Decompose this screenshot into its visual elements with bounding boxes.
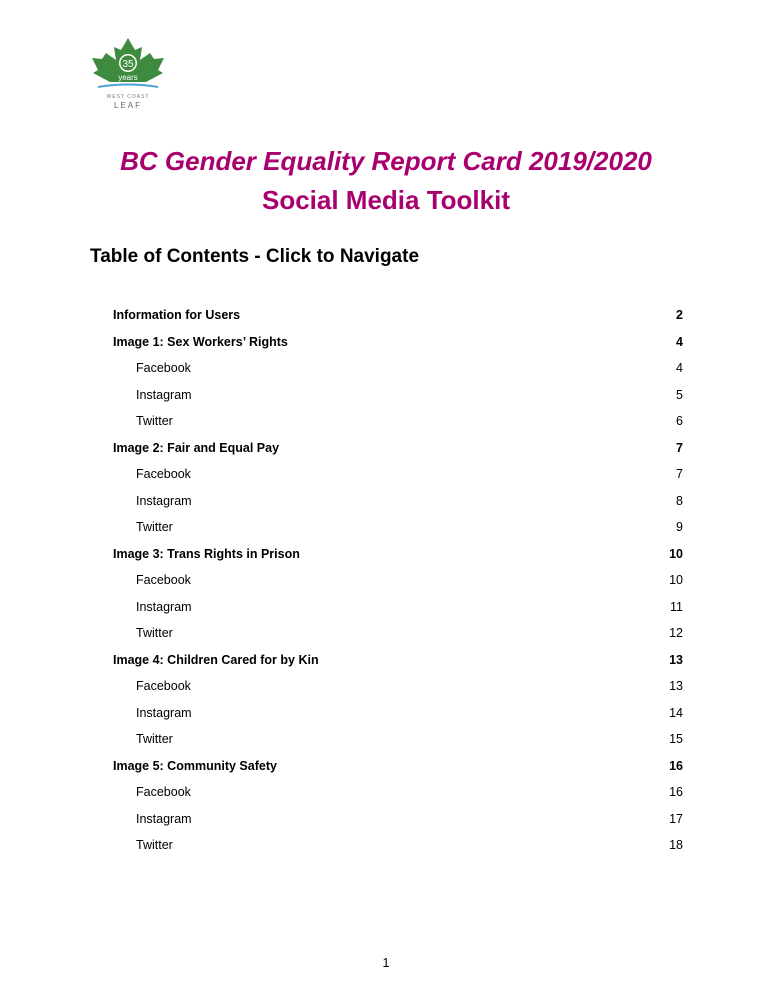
- toc-entry-label: Instagram: [136, 387, 192, 402]
- toc-entry-page: 13: [669, 679, 683, 693]
- toc-entry-link[interactable]: Image 3: Trans Rights in Prison 10: [113, 545, 683, 572]
- toc-entry-label: Image 1: Sex Workers’ Rights: [113, 334, 288, 349]
- toc-entry-label: Twitter: [136, 626, 173, 640]
- toc-entry-page: 5: [676, 387, 683, 402]
- toc-entry-link[interactable]: Twitter 15: [113, 730, 683, 757]
- toc-entry-page: 2: [676, 308, 683, 322]
- toc-entry-label: Image 3: Trans Rights in Prison: [113, 546, 300, 561]
- toc-entry-page: 11: [670, 599, 683, 614]
- toc-entry-label: Facebook: [136, 573, 191, 587]
- toc-entry-link[interactable]: Instagram 17: [113, 810, 683, 837]
- toc-entry-page: 17: [669, 811, 683, 826]
- toc-entry-link[interactable]: Facebook 7: [113, 465, 683, 492]
- toc-entry-label: Twitter: [136, 414, 173, 428]
- toc-entry-link[interactable]: Facebook 16: [113, 783, 683, 810]
- table-of-contents: Information for Users 2 Image 1: Sex Worke…: [113, 306, 683, 863]
- page-number: 1: [382, 956, 390, 970]
- toc-entry-link[interactable]: Image 4: Children Cared for by Kin 13: [113, 651, 683, 678]
- toc-entry-link[interactable]: Instagram 11: [113, 598, 683, 625]
- toc-entry-page: 18: [669, 838, 683, 852]
- toc-entry-label: Twitter: [136, 520, 173, 534]
- toc-heading: Table of Contents - Click to Navigate: [90, 246, 420, 267]
- toc-entry-page: 9: [676, 520, 683, 534]
- toc-entry-page: 16: [669, 758, 683, 773]
- toc-entry-link[interactable]: Instagram 5: [113, 386, 683, 413]
- toc-entry-page: 15: [669, 732, 683, 746]
- maple-leaf-icon: 35 years: [92, 38, 164, 88]
- toc-entry-label: Twitter: [136, 838, 173, 852]
- toc-entry-link[interactable]: Image 1: Sex Workers’ Rights 4: [113, 333, 683, 360]
- toc-entry-link[interactable]: Image 5: Community Safety 16: [113, 757, 683, 784]
- toc-entry-link[interactable]: Twitter 9: [113, 518, 683, 545]
- document-subtitle: Social Media Toolkit: [261, 185, 510, 215]
- toc-entry-page: 7: [676, 467, 683, 481]
- logo-text-leaf: LEAF: [113, 101, 142, 110]
- toc-entry-label: Facebook: [136, 361, 191, 375]
- toc-entry-link[interactable]: Instagram 14: [113, 704, 683, 731]
- toc-entry-label: Instagram: [136, 599, 192, 614]
- logo-text-west-coast: WEST COAST: [106, 94, 150, 100]
- toc-entry-page: 10: [669, 546, 683, 561]
- toc-entry-label: Instagram: [136, 811, 192, 826]
- toc-entry-link[interactable]: Information for Users 2: [113, 306, 683, 333]
- toc-entry-link[interactable]: Twitter 18: [113, 836, 683, 863]
- toc-entry-page: 8: [676, 493, 683, 508]
- toc-entry-label: Facebook: [136, 679, 191, 693]
- toc-entry-page: 4: [676, 361, 683, 375]
- toc-entry-link[interactable]: Image 2: Fair and Equal Pay 7: [113, 439, 683, 466]
- toc-entry-page: 16: [669, 785, 683, 799]
- toc-entry-link[interactable]: Twitter 6: [113, 412, 683, 439]
- toc-entry-link[interactable]: Twitter 12: [113, 624, 683, 651]
- toc-entry-label: Instagram: [136, 493, 192, 508]
- toc-entry-page: 4: [676, 334, 683, 349]
- toc-entry-link[interactable]: Facebook 4: [113, 359, 683, 386]
- toc-entry-label: Image 2: Fair and Equal Pay: [113, 440, 280, 455]
- toc-entry-page: 13: [669, 652, 683, 667]
- west-coast-leaf-logo: 35 years WEST COAST LEAF: [88, 36, 168, 116]
- svg-text:35: 35: [122, 59, 134, 70]
- toc-entry-label: Instagram: [136, 705, 192, 720]
- toc-entry-page: 10: [669, 573, 683, 587]
- toc-entry-link[interactable]: Instagram 8: [113, 492, 683, 519]
- toc-entry-page: 12: [669, 626, 683, 640]
- document-title: BC Gender Equality Report Card 2019/2020: [120, 146, 652, 176]
- toc-entry-label: Facebook: [136, 467, 191, 481]
- toc-entry-page: 14: [669, 705, 683, 720]
- toc-entry-label: Twitter: [136, 732, 173, 746]
- toc-entry-page: 7: [676, 440, 683, 455]
- toc-entry-label: Information for Users: [113, 308, 241, 322]
- toc-entry-link[interactable]: Facebook 13: [113, 677, 683, 704]
- toc-entry-label: Facebook: [136, 785, 191, 799]
- toc-entry-label: Image 5: Community Safety: [113, 758, 277, 773]
- toc-entry-link[interactable]: Facebook 10: [113, 571, 683, 598]
- toc-entry-label: Image 4: Children Cared for by Kin: [113, 652, 319, 667]
- svg-text:years: years: [118, 73, 138, 82]
- toc-entry-page: 6: [676, 414, 683, 428]
